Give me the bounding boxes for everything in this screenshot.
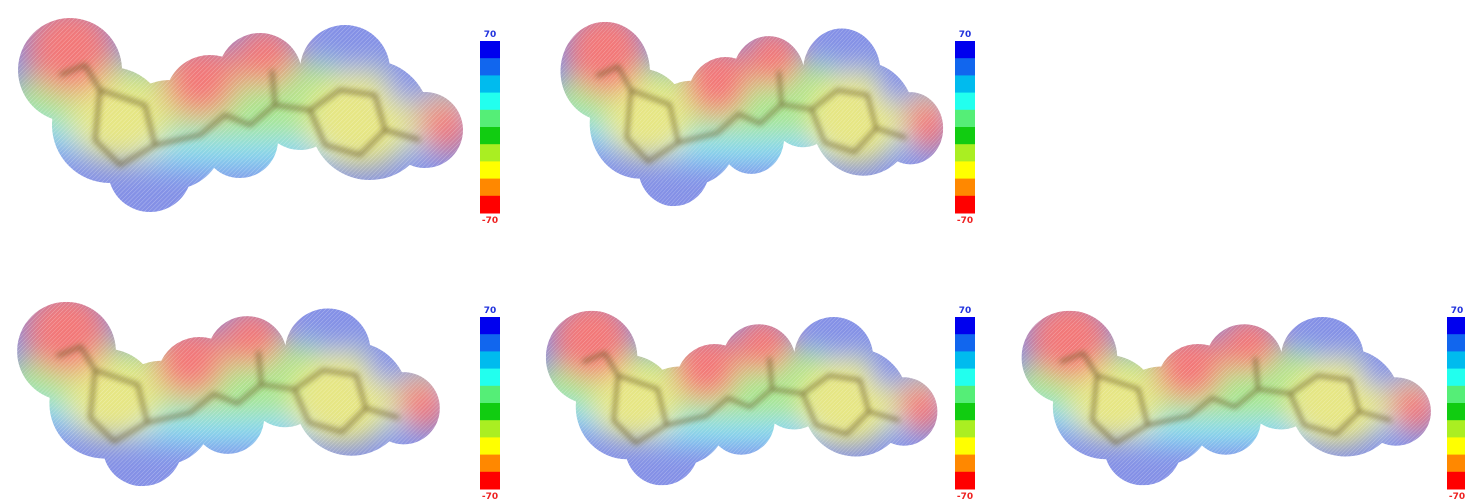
color-bar-segment — [955, 179, 975, 197]
color-bar-segment — [955, 161, 975, 179]
scale-min-label: -70 — [957, 492, 973, 502]
color-bar-segment — [480, 161, 500, 179]
color-bar-segment — [1447, 334, 1465, 352]
color-bar-segment — [955, 334, 975, 352]
color-bar-segment — [480, 403, 500, 421]
color-bar-segment — [1447, 420, 1465, 438]
color-bar-segment — [1447, 472, 1465, 490]
color-bar-segment — [955, 144, 975, 162]
color-bar-segment — [480, 179, 500, 197]
color-bar-segment — [480, 317, 500, 335]
scale-max-label: 70 — [484, 306, 497, 316]
color-bar-segment — [955, 93, 975, 111]
color-bar-segment — [955, 403, 975, 421]
color-bar-segment — [955, 455, 975, 473]
color-bar-segment — [1447, 437, 1465, 455]
color-bar-segment — [480, 386, 500, 404]
color-bar-segment — [955, 110, 975, 128]
color-bar-segment — [480, 369, 500, 387]
color-bar-segment — [1447, 386, 1465, 404]
surface-map — [0, 0, 480, 235]
color-bar-segment — [480, 58, 500, 76]
scale-max-label: 70 — [1451, 306, 1464, 316]
scale-min-label: -70 — [1449, 492, 1465, 502]
color-bar-segment — [480, 93, 500, 111]
scale-min-label: -70 — [957, 216, 973, 226]
color-bar-segment — [480, 127, 500, 145]
figure: 70 -70 70 -70 70 -70 70 -70 70 -70 — [0, 0, 1465, 503]
color-bar-segment — [1447, 455, 1465, 473]
color-bar-segment — [480, 144, 500, 162]
color-bar-segment — [955, 58, 975, 76]
surface-map — [1005, 290, 1447, 503]
color-bar-segment — [955, 317, 975, 335]
color-bar-segment — [480, 334, 500, 352]
color-bar-segment — [480, 437, 500, 455]
color-bar-segment — [955, 472, 975, 490]
scale-max-label: 70 — [959, 306, 972, 316]
color-bar-segment — [955, 75, 975, 93]
color-bar-segment — [955, 41, 975, 59]
color-bar-segment — [955, 127, 975, 145]
color-bar-segment — [480, 351, 500, 369]
scale-min-label: -70 — [482, 492, 498, 502]
surface-map — [530, 290, 952, 503]
color-bar-segment — [955, 420, 975, 438]
color-bar-segment — [480, 420, 500, 438]
color-bar-segment — [480, 196, 500, 214]
scale-max-label: 70 — [484, 30, 497, 40]
color-bar-segment — [480, 455, 500, 473]
color-bar-segment — [480, 472, 500, 490]
color-bar-segment — [955, 196, 975, 214]
color-bar-segment — [1447, 403, 1465, 421]
color-bar-segment — [955, 351, 975, 369]
color-bar-segment — [1447, 369, 1465, 387]
color-bar-segment — [1447, 317, 1465, 335]
color-bar-segment — [1447, 351, 1465, 369]
color-bar-segment — [955, 437, 975, 455]
scale-max-label: 70 — [959, 30, 972, 40]
page: 70-7070-7070-7070-7070-70 (() => { const… — [0, 0, 1465, 503]
surface-map — [545, 0, 958, 228]
color-bar-segment — [480, 75, 500, 93]
scale-min-label: -70 — [482, 216, 498, 226]
color-bar-segment — [955, 369, 975, 387]
color-bar-segment — [480, 110, 500, 128]
color-bar-segment — [955, 386, 975, 404]
surface-map — [0, 280, 456, 503]
color-bar-segment — [480, 41, 500, 59]
